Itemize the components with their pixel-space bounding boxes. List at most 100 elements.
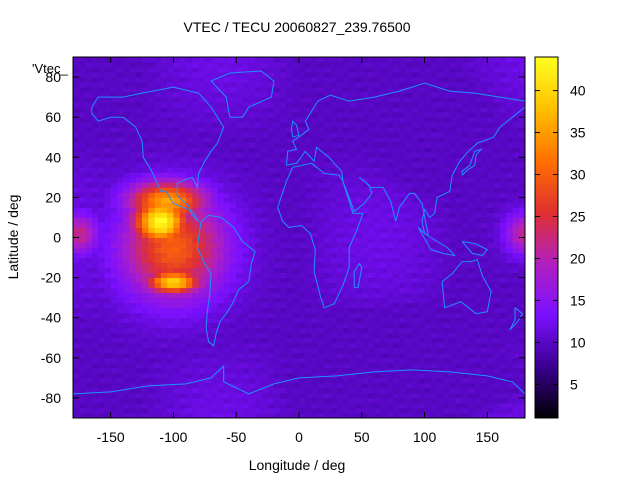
heatmap-cell [368,152,375,158]
heatmap-cell [142,242,149,248]
heatmap-cell [474,302,482,309]
heatmap-cell [355,287,363,294]
heatmap-cell [393,97,400,103]
heatmap-cell [192,357,199,364]
heatmap-cell [349,157,356,163]
heatmap-cell [192,177,199,183]
heatmap-cell [374,287,382,294]
heatmap-cell [217,167,225,173]
heatmap-cell [462,102,469,108]
heatmap-cell [336,87,344,93]
heatmap-cell [349,262,356,268]
heatmap-cell [361,67,369,73]
heatmap-cell [267,132,275,138]
heatmap-cell [211,377,218,384]
heatmap-cell [142,277,149,284]
heatmap-cell [135,402,143,409]
heatmap-cell [361,292,369,299]
heatmap-cell [91,302,99,309]
heatmap-cell [198,372,206,379]
heatmap-cell [430,252,438,258]
heatmap-cell [380,312,388,319]
heatmap-cell [79,372,86,379]
heatmap-cell [424,217,432,223]
heatmap-cell [386,222,394,228]
heatmap-cell [280,342,287,349]
heatmap-cell [85,327,93,334]
heatmap-cell [104,152,112,158]
heatmap-cell [211,202,218,208]
heatmap-cell [286,172,294,178]
heatmap-cell [204,277,212,284]
heatmap-cell [267,257,275,263]
heatmap-cell [449,412,457,419]
heatmap-cell [437,372,444,379]
heatmap-cell [330,92,338,98]
heatmap-cell [73,407,80,414]
heatmap-cell [305,252,312,258]
heatmap-cell [305,262,312,268]
heatmap-cell [248,132,256,138]
heatmap-cell [167,107,174,113]
heatmap-cell [443,407,451,414]
heatmap-cell [217,287,225,294]
heatmap-cell [443,82,451,88]
heatmap-cell [324,157,331,163]
heatmap-cell [98,412,105,419]
heatmap-cell [474,312,482,319]
heatmap-cell [487,237,495,243]
heatmap-cell [462,187,469,193]
heatmap-cell [393,282,400,289]
heatmap-cell [248,337,256,344]
heatmap-cell [355,112,363,118]
heatmap-cell [123,387,130,394]
heatmap-cell [330,122,338,128]
heatmap-cell [474,297,482,304]
heatmap-cell [242,237,250,243]
heatmap-cell [399,242,407,248]
heatmap-cell [317,182,325,188]
heatmap-cell [192,272,199,279]
heatmap-cell [493,117,501,123]
heatmap-cell [223,412,231,419]
heatmap-cell [261,257,269,263]
heatmap-cell [98,387,105,394]
heatmap-cell [135,277,143,284]
heatmap-cell [110,217,118,223]
heatmap-cell [273,72,281,78]
heatmap-cell [286,227,294,233]
heatmap-cell [455,282,463,289]
heatmap-cell [160,232,168,238]
heatmap-cell [273,272,281,279]
heatmap-cell [468,72,476,78]
heatmap-cell [142,142,149,148]
heatmap-cell [135,157,143,163]
heatmap-cell [342,67,350,73]
heatmap-cell [104,217,112,223]
heatmap-cell [91,402,99,409]
heatmap-cell [148,162,156,168]
heatmap-cell [198,117,206,123]
heatmap-cell [91,237,99,243]
heatmap-cell [261,232,269,238]
heatmap-cell [393,377,400,384]
heatmap-cell [430,352,438,359]
heatmap-cell [116,142,124,148]
heatmap-cell [286,267,294,273]
heatmap-cell [468,412,476,419]
heatmap-cell [148,132,156,138]
heatmap-cell [123,167,130,173]
heatmap-cell [449,152,457,158]
heatmap-cell [248,192,256,198]
heatmap-cell [380,212,388,218]
heatmap-cell [217,77,225,83]
heatmap-cell [468,277,476,284]
heatmap-cell [317,107,325,113]
heatmap-cell [261,367,269,374]
heatmap-cell [468,337,476,344]
heatmap-cell [393,132,400,138]
heatmap-cell [342,122,350,128]
heatmap-cell [311,87,319,93]
heatmap-cell [280,202,287,208]
heatmap-cell [299,227,306,233]
